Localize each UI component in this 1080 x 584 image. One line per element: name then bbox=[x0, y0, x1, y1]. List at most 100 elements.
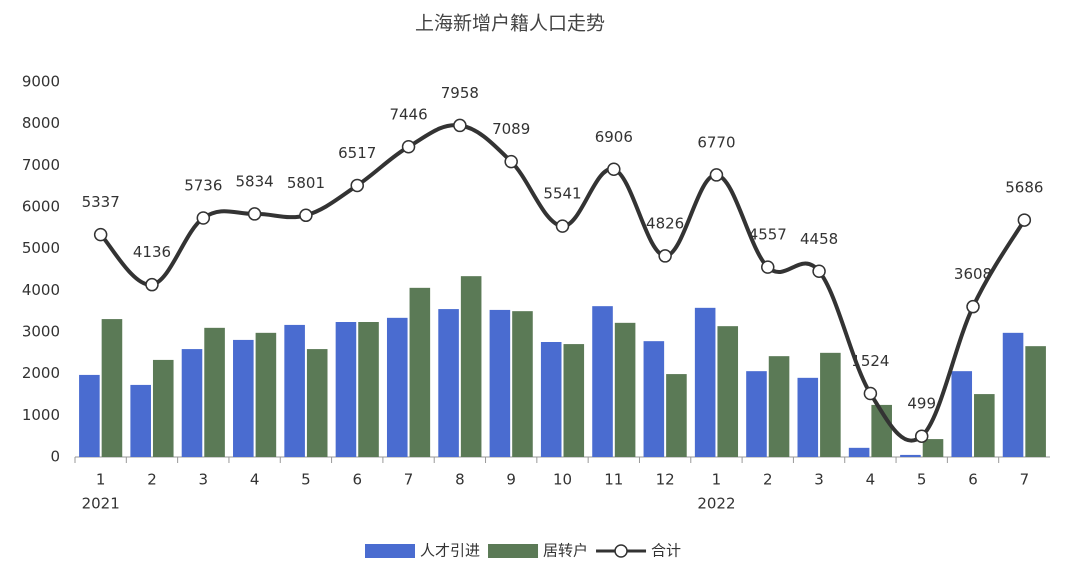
y-tick-label: 1000 bbox=[22, 406, 60, 424]
bar bbox=[284, 324, 305, 457]
y-tick-label: 6000 bbox=[22, 198, 60, 216]
x-tick-label: 11 bbox=[604, 471, 623, 489]
bar bbox=[255, 332, 277, 457]
x-tick-label: 3 bbox=[814, 471, 824, 489]
bar bbox=[409, 287, 431, 457]
x-tick-label: 10 bbox=[553, 471, 572, 489]
data-label: 7089 bbox=[492, 120, 530, 138]
x-year-label: 2021 bbox=[82, 495, 120, 513]
bar bbox=[489, 309, 511, 457]
bar bbox=[386, 317, 408, 457]
x-tick-label: 12 bbox=[656, 471, 675, 489]
line-point bbox=[1017, 213, 1032, 227]
bar bbox=[746, 371, 767, 457]
data-label: 5834 bbox=[236, 172, 274, 190]
bar bbox=[768, 356, 790, 457]
y-tick-label: 3000 bbox=[22, 323, 60, 341]
bar bbox=[974, 394, 995, 457]
legend-swatch bbox=[365, 544, 415, 558]
line-point bbox=[504, 154, 518, 169]
line bbox=[99, 123, 1027, 443]
x-tick-label: 5 bbox=[917, 471, 927, 489]
bar bbox=[335, 322, 357, 457]
line-point bbox=[761, 260, 775, 274]
y-tick-label: 9000 bbox=[22, 73, 60, 91]
chart-title: 上海新增户籍人口走势 bbox=[415, 13, 605, 35]
bar bbox=[1002, 332, 1024, 457]
line-point bbox=[93, 227, 108, 242]
y-tick-label: 0 bbox=[50, 448, 60, 466]
x-tick-label: 9 bbox=[506, 471, 516, 489]
x-tick-label: 1 bbox=[712, 471, 722, 489]
legend-label: 合计 bbox=[651, 542, 681, 560]
data-label: 7958 bbox=[441, 84, 479, 102]
y-tick-label: 7000 bbox=[22, 156, 60, 174]
data-label: 4458 bbox=[800, 230, 838, 248]
line-point bbox=[658, 249, 672, 263]
legend-swatch bbox=[488, 544, 539, 558]
bar bbox=[438, 309, 459, 457]
line-point bbox=[247, 207, 262, 221]
bar bbox=[1025, 346, 1046, 457]
bar bbox=[563, 344, 585, 457]
y-tick-label: 8000 bbox=[22, 114, 60, 132]
bar bbox=[592, 306, 613, 457]
bar bbox=[848, 447, 870, 457]
legend-label: 人才引进 bbox=[420, 542, 480, 560]
line-point bbox=[709, 168, 724, 182]
bar bbox=[79, 374, 100, 457]
bar bbox=[152, 359, 174, 457]
line-point bbox=[196, 211, 211, 225]
line-point bbox=[350, 178, 364, 193]
line-point bbox=[863, 386, 878, 401]
data-label: 5736 bbox=[184, 177, 222, 195]
bar bbox=[540, 342, 562, 457]
x-tick-label: 3 bbox=[199, 471, 209, 489]
x-tick-label: 5 bbox=[301, 471, 311, 489]
bar bbox=[643, 341, 665, 457]
bar bbox=[101, 319, 123, 457]
bar bbox=[717, 326, 739, 457]
y-tick-label: 5000 bbox=[22, 239, 60, 257]
x-tick-label: 6 bbox=[352, 471, 362, 489]
data-label: 4557 bbox=[749, 226, 787, 244]
data-label: 4826 bbox=[646, 214, 684, 232]
line-point bbox=[914, 429, 929, 443]
x-tick-label: 4 bbox=[866, 471, 876, 489]
line-point bbox=[607, 162, 621, 176]
x-tick-label: 2 bbox=[147, 471, 157, 489]
line-point bbox=[966, 299, 980, 314]
data-label: 6906 bbox=[595, 128, 633, 146]
line-point bbox=[145, 277, 159, 292]
line-point bbox=[401, 140, 416, 154]
line-point bbox=[555, 219, 570, 233]
x-tick-label: 4 bbox=[250, 471, 260, 489]
bar bbox=[233, 339, 254, 457]
bar bbox=[204, 327, 225, 457]
x-tick-label: 6 bbox=[968, 471, 978, 489]
bar bbox=[666, 374, 687, 457]
legend-label: 居转户 bbox=[543, 542, 588, 560]
data-label: 7446 bbox=[389, 105, 427, 123]
x-tick-label: 7 bbox=[1020, 471, 1030, 489]
bar bbox=[900, 454, 921, 457]
x-tick-label: 8 bbox=[455, 471, 465, 489]
data-label: 5686 bbox=[1005, 179, 1043, 197]
bar bbox=[130, 384, 151, 457]
data-label: 6770 bbox=[697, 133, 735, 151]
data-label: 1524 bbox=[851, 352, 889, 370]
data-label: 5337 bbox=[82, 193, 120, 211]
x-tick-label: 1 bbox=[96, 471, 106, 489]
bar bbox=[797, 377, 819, 457]
line-point bbox=[453, 118, 467, 133]
data-label: 3608 bbox=[954, 265, 992, 283]
y-tick-label: 4000 bbox=[22, 281, 60, 299]
x-year-label: 2022 bbox=[697, 495, 735, 513]
bar bbox=[181, 349, 203, 457]
bar bbox=[306, 349, 328, 457]
data-label: 4136 bbox=[133, 243, 171, 261]
data-label: 499 bbox=[907, 395, 936, 413]
bar bbox=[614, 322, 636, 457]
legend-swatch bbox=[614, 544, 628, 558]
